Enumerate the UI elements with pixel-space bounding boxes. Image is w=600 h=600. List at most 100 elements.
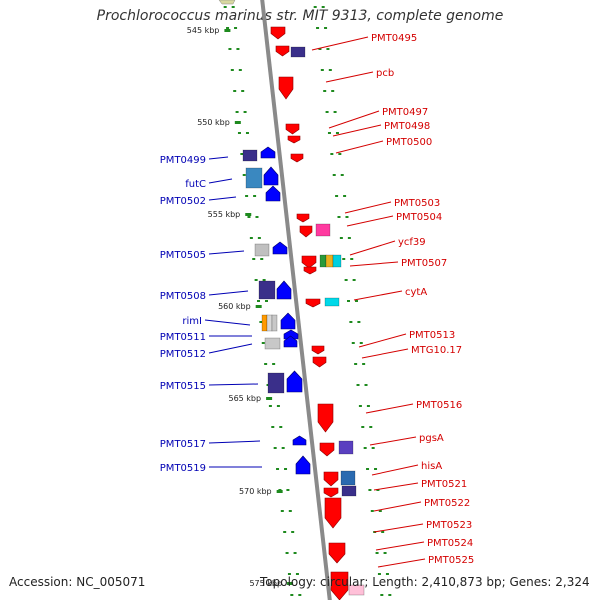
forward-gene-label-pmt0525: PMT0525 [428, 555, 474, 566]
ruler-tick [234, 121, 241, 124]
forward-gene-leader [371, 464, 419, 476]
guide-dot [380, 594, 384, 596]
ruler-label: 555 kbp [208, 210, 241, 219]
guide-dot [355, 300, 358, 302]
forward-gene-labels: PMT0495 pcb PMT0497 PMT0498 PMT0500 PMT0503 PM… [311, 33, 474, 568]
forward-gene-block [325, 254, 334, 268]
guide-dot [362, 363, 366, 365]
guide-dot [350, 258, 354, 260]
guide-dot [347, 237, 351, 239]
guide-dot [245, 195, 249, 197]
guide-dot [364, 384, 368, 386]
guide-dot [327, 132, 331, 134]
guide-dot [328, 69, 332, 71]
forward-gene-leader [375, 541, 425, 551]
ruler-tick [266, 397, 273, 400]
forward-gene-leader [349, 261, 399, 267]
guide-dot [321, 6, 325, 8]
reverse-gene-label-pmt0517: PMT0517 [160, 439, 206, 450]
forward-gene-leader [373, 482, 419, 491]
reverse-gene-arrow [263, 166, 279, 186]
guide-dot [331, 90, 335, 92]
forward-gene-label-pmt0513: PMT0513 [409, 330, 455, 341]
ruler-label: 565 kbp [228, 394, 261, 403]
ruler-label: 545 kbp [187, 26, 220, 35]
forward-gene-arrow [324, 497, 342, 529]
reverse-gene-leader [208, 290, 249, 296]
forward-gene-arrow [270, 26, 286, 40]
guide-dot [356, 384, 360, 386]
forward-gene-arrow [312, 356, 327, 368]
reverse-gene-leader [204, 319, 251, 326]
guide-dot [345, 216, 349, 218]
reverse-gene-arrow [276, 280, 292, 300]
guide-dot [338, 153, 342, 155]
guide-dot [351, 342, 355, 344]
forward-gene-label-pmt0504: PMT0504 [396, 212, 442, 223]
guide-dot [234, 27, 238, 29]
reverse-gene-leader [208, 196, 237, 201]
guide-dot [262, 279, 266, 281]
forward-gene-block [338, 440, 354, 455]
reverse-gene-leader [208, 250, 245, 255]
guide-dot [316, 27, 320, 29]
guide-dot [276, 405, 280, 407]
guide-dot [347, 300, 350, 302]
forward-gene-block [340, 470, 356, 486]
guide-dot [249, 237, 253, 239]
guide-dot [283, 531, 287, 533]
forward-gene-arrow [303, 266, 317, 275]
guide-dot [279, 426, 283, 428]
guide-dot [381, 531, 385, 533]
forward-gene-block [324, 297, 340, 307]
guide-dot [359, 342, 363, 344]
guide-dot [264, 363, 268, 365]
guide-dot [223, 6, 227, 8]
guide-dot [261, 342, 265, 344]
guide-dot [254, 279, 258, 281]
forward-gene-block [319, 254, 327, 268]
partial-feature [218, 0, 236, 5]
reverse-gene-arrow [295, 455, 311, 475]
forward-gene-label-hisa: hisA [421, 461, 442, 472]
guide-dot [368, 489, 372, 491]
guide-dot [388, 594, 392, 596]
forward-gene-label-pmt0498: PMT0498 [384, 121, 430, 132]
reverse-gene-label-pmt0512: PMT0512 [160, 349, 206, 360]
guide-dot [385, 573, 389, 575]
guide-dot [324, 27, 328, 29]
guide-dot [343, 195, 347, 197]
forward-gene-label-pmt0522: PMT0522 [424, 498, 470, 509]
forward-gene-block [290, 46, 306, 58]
reverse-gene-labels: PMT0499 futC PMT0502 PMT0505 PMT0508 rimI PMT0… [160, 155, 262, 474]
forward-gene-leader [311, 36, 369, 51]
forward-gene-label-pmt0495: PMT0495 [371, 33, 417, 44]
guide-dot [352, 279, 356, 281]
forward-gene-arrow [323, 471, 339, 487]
ruler-label: 550 kbp [197, 118, 230, 127]
guide-dot [257, 300, 260, 302]
guide-dot [374, 468, 378, 470]
forward-gene-leader [332, 124, 382, 137]
guide-dot [285, 552, 289, 554]
reverse-gene-label-pmt0499: PMT0499 [160, 155, 206, 166]
forward-gene-arrow [278, 76, 294, 100]
reverse-gene-leader [208, 178, 233, 184]
guide-dot [377, 573, 381, 575]
guide-dot [273, 447, 277, 449]
ruler-tick [276, 490, 283, 493]
reverse-gene-label-pmt0508: PMT0508 [160, 291, 206, 302]
guide-dot [371, 447, 375, 449]
reverse-gene-label-pmt0519: PMT0519 [160, 463, 206, 474]
guide-dot [354, 363, 358, 365]
forward-gene-arrow [299, 225, 313, 238]
reverse-gene-label-futc: futC [185, 179, 206, 190]
reverse-gene-label-pmt0515: PMT0515 [160, 381, 206, 392]
guide-dot [281, 447, 285, 449]
guide-dot [349, 321, 353, 323]
reverse-gene-leader [208, 343, 253, 354]
guide-dot [238, 69, 242, 71]
reverse-gene-block [266, 314, 273, 332]
genome-backbone [260, 0, 332, 600]
